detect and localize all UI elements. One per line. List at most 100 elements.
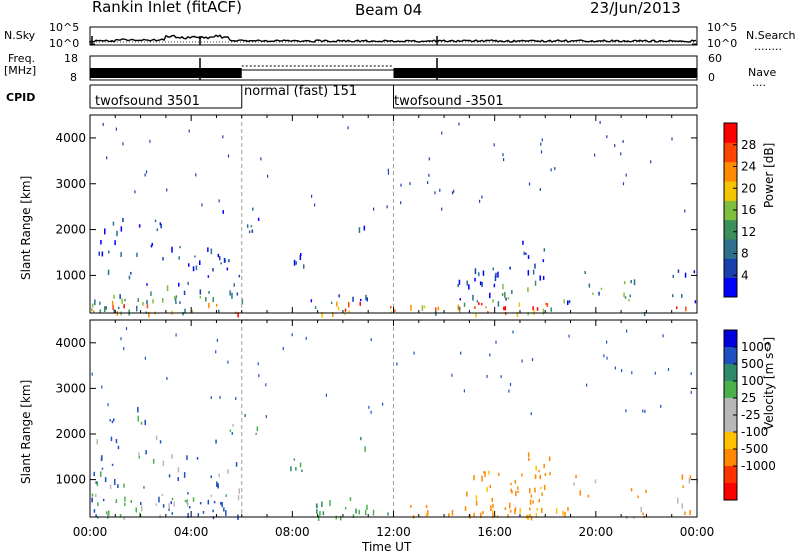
scatter-cell [463, 302, 466, 307]
beam-label: Beam 04 [355, 1, 423, 19]
scatter-cell [545, 302, 547, 306]
scatter-cell [525, 252, 527, 255]
scatter-cell [365, 294, 367, 301]
scatter-cell [497, 271, 499, 278]
scatter-cell [102, 122, 104, 126]
scatter-cell [183, 290, 186, 295]
noise-ytick-bottom-right: 10^0 [707, 37, 738, 50]
power-colorbar-tick-label: 4 [741, 268, 749, 282]
scatter-cell [212, 268, 214, 272]
power-colorbar-cell [724, 239, 737, 259]
scatter-cell [120, 252, 122, 257]
scatter-cell [482, 270, 485, 276]
scatter-cell [360, 298, 362, 302]
scatter-cell [235, 397, 237, 400]
scatter-cell [463, 389, 465, 393]
velocity-colorbar-tick-label: -1000 [741, 459, 776, 473]
scatter-cell [491, 497, 493, 502]
scatter-cell [441, 131, 443, 135]
scatter-cell [95, 481, 97, 484]
scatter-cell [498, 472, 500, 476]
scatter-cell [96, 481, 99, 487]
scatter-cell [91, 303, 94, 308]
scatter-cell [516, 312, 519, 318]
scatter-cell [179, 246, 181, 249]
scatter-cell [633, 279, 636, 286]
scatter-cell [614, 366, 616, 370]
scatter-cell [542, 308, 545, 315]
scatter-cell [177, 477, 179, 481]
scatter-cell [567, 300, 569, 305]
nave-marker: .... [752, 76, 766, 89]
scatter-cell [509, 383, 512, 386]
scatter-cell [427, 509, 429, 516]
scatter-cell [188, 263, 190, 267]
scatter-cell [120, 337, 122, 341]
scatter-cell [112, 304, 114, 310]
scatter-cell [109, 419, 111, 422]
scatter-cell [212, 516, 215, 520]
scatter-cell [606, 356, 608, 360]
scatter-cell [192, 497, 195, 502]
scatter-cell [479, 281, 482, 286]
cpid-segment-label: twofsound -3501 [394, 94, 504, 109]
scatter-cell [413, 351, 415, 355]
scatter-cell [358, 509, 360, 515]
scatter-cell [481, 195, 483, 199]
scatter-cell [366, 297, 368, 302]
scatter-cell [95, 514, 97, 518]
scatter-cell [100, 457, 102, 462]
scatter-cell [291, 333, 293, 337]
scatter-cell [115, 127, 117, 131]
scatter-cell [472, 294, 474, 301]
velocity-colorbar-cell [724, 364, 737, 382]
scatter-cell [196, 457, 199, 460]
scatter-cell [486, 374, 488, 378]
scatter-cell [534, 280, 537, 286]
scatter-cell [117, 484, 119, 488]
scatter-cell [606, 135, 608, 139]
scatter-cell [257, 217, 260, 221]
scatter-cell [321, 312, 323, 318]
scatter-cell [682, 485, 684, 489]
scatter-cell [587, 494, 590, 498]
scatter-cell [338, 294, 340, 298]
scatter-cell [150, 245, 153, 248]
scatter-cell [387, 171, 390, 175]
scatter-cell [310, 299, 313, 303]
scatter-cell [195, 265, 198, 271]
scatter-cell [630, 280, 632, 284]
scatter-cell [134, 190, 136, 194]
scatter-cell [330, 301, 333, 305]
scatter-cell [136, 252, 138, 257]
scatter-cell [690, 372, 692, 376]
scatter-cell [517, 486, 519, 490]
scatter-cell [175, 333, 177, 337]
scatter-cell [594, 479, 597, 484]
scatter-cell [212, 509, 214, 513]
scatter-cell [451, 373, 453, 377]
scatter-cell [210, 494, 213, 498]
scatter-cell [364, 446, 366, 452]
scatter-cell [295, 467, 297, 471]
scatter-cell [529, 488, 531, 494]
scatter-cell [300, 253, 302, 256]
scatter-cell [458, 279, 461, 285]
scatter-cell [490, 505, 492, 511]
scatter-cell [540, 507, 543, 513]
scatter-cell [123, 516, 125, 521]
x-tick-label: 00:00 [73, 525, 108, 539]
scatter-cell [530, 516, 533, 521]
scatter-cell [282, 347, 284, 351]
scatter-cell [104, 477, 107, 483]
scatter-cell [192, 266, 195, 272]
scatter-cell [493, 283, 496, 288]
scatter-cell [146, 299, 148, 305]
velocity-colorbar-cell [724, 381, 737, 399]
scatter-cell [314, 306, 317, 309]
date-label: 23/Jun/2013 [590, 0, 681, 17]
scatter-cell [96, 439, 98, 445]
scatter-cell [141, 505, 143, 512]
scatter-cell [542, 259, 545, 263]
scatter-cell [643, 311, 646, 317]
